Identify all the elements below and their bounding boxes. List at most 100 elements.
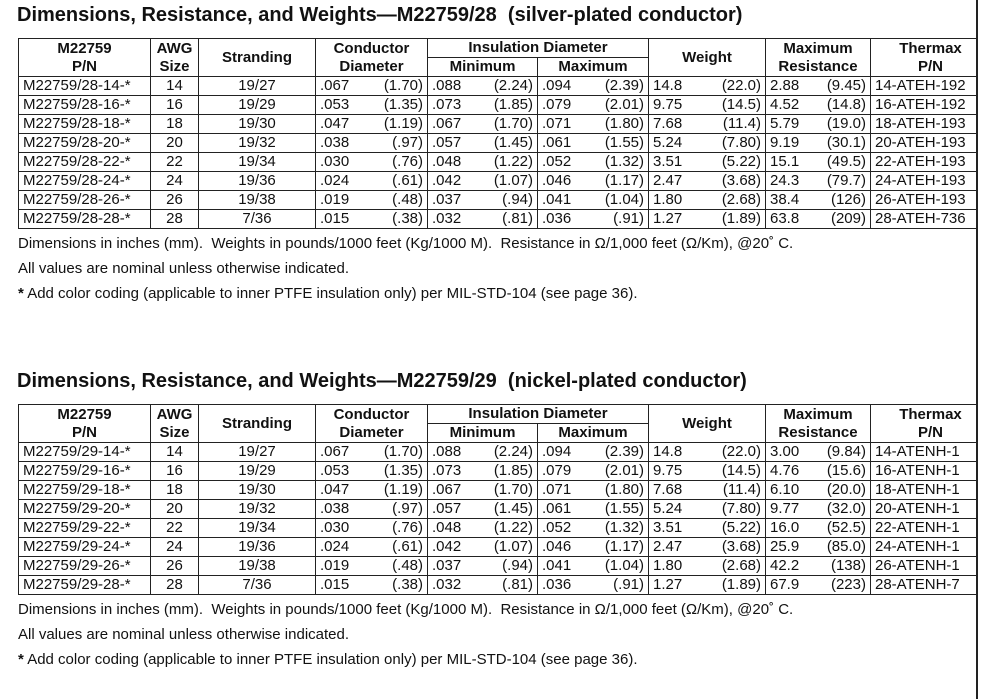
value-in: .048 [432,519,462,537]
value-in: .073 [432,462,462,480]
awg-header-line: AWG [156,39,193,57]
data-row: M22759/29-18-* 18 19/30.047 (1.19) .067 (1.70… [18,480,976,500]
stranding: 19/34 [198,152,316,172]
value-pair: .053 (1.35) [320,463,423,480]
thermax-pn: 16-ATEH-192 [870,95,976,115]
awg-size: 24 [150,171,199,191]
value-pair: 1.80 (2.68) [653,191,761,209]
value-pair: .079 (2.01) [542,463,644,480]
value-mm: (.91) [613,210,644,228]
stranding: 19/29 [198,461,316,481]
part-number: M22759/28-20-* [18,133,151,153]
value-mm: (1.80) [604,115,644,133]
weight: 1.80 (2.68) [648,190,766,210]
value-pair: 2.88 (9.45) [770,78,866,95]
resistance: 67.9 (223) [765,575,871,595]
value-in: .067 [320,77,350,95]
value-pair: 25.9 (85.0) [770,538,866,556]
conductor-diameter: .047 (1.19) [315,480,428,500]
value-pair: .073 (1.85) [432,97,533,114]
insulation-max: .046 (1.17) [537,171,649,191]
weight: 9.75 (14.5) [648,461,766,481]
value-mm: (9.84) [826,443,866,461]
awg-header-line: Size [159,423,190,441]
value-mm: (14.8) [826,96,866,114]
resistance: 4.52 (14.8) [765,95,871,115]
value-mm: (2.68) [721,191,761,209]
value-in: .053 [320,96,350,114]
value-pair: .015 (.38) [320,210,423,228]
value-pair: 16.0 (52.5) [770,520,866,537]
value-mm: (1.85) [493,462,533,480]
conductor-diameter: .030 (.76) [315,152,428,172]
value-mm: (1.45) [493,500,533,518]
insulation-min: .048 (1.22) [427,152,538,172]
data-row: M22759/29-26-* 26 19/38.019 (.48) .037 (.94).… [18,556,976,576]
awg-size: 14 [150,76,199,96]
value-mm: (3.68) [721,538,761,556]
value-mm: (209) [830,210,866,228]
part-number: M22759/28-18-* [18,114,151,134]
part-number: M22759/29-18-* [18,480,151,500]
weight: 14.8 (22.0) [648,442,766,462]
value-in: .047 [320,115,350,133]
value-in: .094 [542,443,572,461]
value-in: .041 [542,191,572,209]
value-mm: (1.04) [604,557,644,575]
awg-header: AWG Size [150,38,199,77]
value-mm: (1.32) [604,153,644,171]
insulation-max: .036 (.91) [537,209,649,229]
insulation-max: .071 (1.80) [537,480,649,500]
value-in: .079 [542,96,572,114]
resistance: 42.2 (138) [765,556,871,576]
data-row: M22759/29-22-* 22 19/34.030 (.76) .048 (1.22)… [18,518,976,538]
conductor-diameter: .015 (.38) [315,575,428,595]
weight-header: Weight [648,404,766,443]
value-mm: (.94) [502,191,533,209]
pn-header-line: M22759 [57,39,112,57]
value-mm: (14.5) [721,462,761,480]
header-row: M22759 P/N AWG Size Stranding Conductor Diamet… [18,38,976,77]
value-mm: (1.19) [383,115,423,133]
value-in: 6.10 [770,481,800,499]
value-pair: 4.76 (15.6) [770,463,866,480]
value-mm: (.38) [392,210,423,228]
section: Dimensions, Resistance, and Weights—M227… [17,0,976,306]
value-pair: .030 (.76) [320,154,423,171]
awg-size: 28 [150,209,199,229]
thermax-pn: 28-ATEH-736 [870,209,976,229]
notes: Dimensions in inches (mm). Weights in po… [18,597,976,672]
value-in: .048 [432,153,462,171]
value-pair: 9.19 (30.1) [770,135,866,152]
stranding: 19/32 [198,499,316,519]
insulation-min: .088 (2.24) [427,76,538,96]
insulation-min: .032 (.81) [427,575,538,595]
value-pair: .048 (1.22) [432,153,533,171]
resistance: 6.10 (20.0) [765,480,871,500]
value-pair: .088 (2.24) [432,78,533,95]
value-mm: (49.5) [826,153,866,171]
data-row: M22759/28-26-* 26 19/38.019 (.48) .037 (.94).… [18,190,976,210]
value-pair: .030 (.76) [320,520,423,537]
insulation-max: .061 (1.55) [537,499,649,519]
value-pair: .067 (1.70) [432,482,533,499]
value-mm: (1.22) [493,519,533,537]
part-number: M22759/28-16-* [18,95,151,115]
value-in: .038 [320,500,350,518]
value-mm: (2.39) [604,77,644,95]
value-pair: 9.77 (32.0) [770,501,866,518]
value-pair: .061 (1.55) [542,135,644,152]
value-pair: .036 (.91) [542,577,644,594]
insulation-min: .057 (1.45) [427,499,538,519]
value-pair: 1.80 (2.68) [653,558,761,575]
stranding: 19/38 [198,190,316,210]
value-in: 25.9 [770,538,800,556]
value-pair: 15.1 (49.5) [770,153,866,171]
weight: 7.68 (11.4) [648,114,766,134]
stranding: 19/29 [198,95,316,115]
value-pair: 14.8 (22.0) [653,444,761,461]
pn-header-line: M22759 [57,405,112,423]
conductor-diameter: .024 (.61) [315,171,428,191]
value-in: .037 [432,191,462,209]
